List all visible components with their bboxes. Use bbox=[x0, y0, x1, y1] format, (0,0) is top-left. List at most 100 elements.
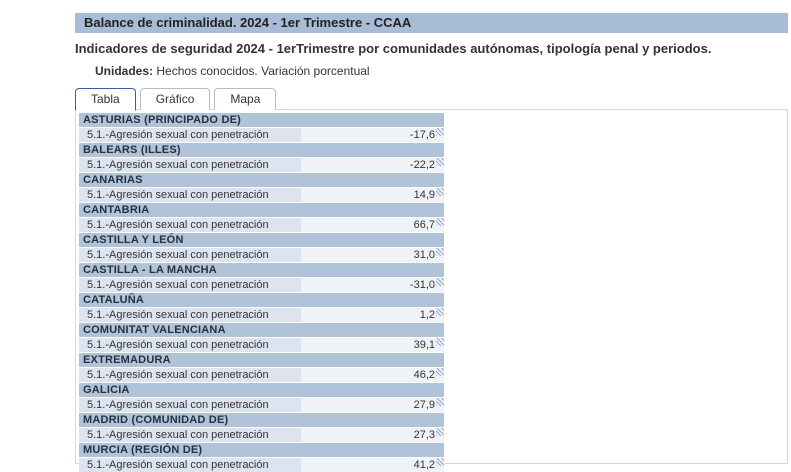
indicator-value: 31,0 bbox=[413, 249, 435, 261]
units-line: Unidades: Hechos conocidos. Variación po… bbox=[95, 64, 788, 78]
region-name: CASTILLA Y LEÓN bbox=[83, 234, 184, 246]
data-table: ASTURIAS (PRINCIPADO DE) 5.1.-Agresión s… bbox=[79, 113, 444, 472]
region-block: EXTREMADURA 5.1.-Agresión sexual con pen… bbox=[79, 353, 444, 382]
tab[interactable]: Mapa bbox=[214, 88, 277, 110]
region-name: MURCIA (REGIÓN DE) bbox=[83, 444, 203, 456]
note-hatch-icon bbox=[436, 398, 444, 406]
indicator-label: 5.1.-Agresión sexual con penetración bbox=[79, 338, 301, 352]
indicator-value: 41,2 bbox=[413, 459, 435, 471]
indicator-row[interactable]: 5.1.-Agresión sexual con penetración 31,… bbox=[79, 248, 444, 262]
region-block: COMUNITAT VALENCIANA 5.1.-Agresión sexua… bbox=[79, 323, 444, 352]
region-header-row: CASTILLA - LA MANCHA bbox=[79, 263, 444, 277]
indicator-value-cell[interactable]: 27,9 bbox=[301, 398, 444, 412]
indicator-value: 46,2 bbox=[413, 369, 435, 381]
note-hatch-icon bbox=[436, 338, 444, 346]
region-block: CANARIAS 5.1.-Agresión sexual con penetr… bbox=[79, 173, 444, 202]
tab-bar: Tabla Gráfico Mapa bbox=[75, 88, 788, 111]
indicator-value: -17,6 bbox=[409, 129, 435, 141]
note-hatch-icon bbox=[436, 128, 444, 136]
indicator-row[interactable]: 5.1.-Agresión sexual con penetración 14,… bbox=[79, 188, 444, 202]
indicator-value-cell[interactable]: 1,2 bbox=[301, 308, 444, 322]
region-name: CASTILLA - LA MANCHA bbox=[83, 264, 217, 276]
indicator-label: 5.1.-Agresión sexual con penetración bbox=[79, 128, 301, 142]
indicator-value: 14,9 bbox=[413, 189, 435, 201]
indicator-row[interactable]: 5.1.-Agresión sexual con penetración 39,… bbox=[79, 338, 444, 352]
indicator-value-cell[interactable]: 31,0 bbox=[301, 248, 444, 262]
indicator-row[interactable]: 5.1.-Agresión sexual con penetración 41,… bbox=[79, 458, 444, 472]
indicator-value-cell[interactable]: 66,7 bbox=[301, 218, 444, 232]
region-name: COMUNITAT VALENCIANA bbox=[83, 324, 226, 336]
indicator-label: 5.1.-Agresión sexual con penetración bbox=[79, 278, 301, 292]
indicator-value-cell[interactable]: 39,1 bbox=[301, 338, 444, 352]
region-block: CASTILLA Y LEÓN 5.1.-Agresión sexual con… bbox=[79, 233, 444, 262]
indicator-value-cell[interactable]: 46,2 bbox=[301, 368, 444, 382]
indicator-value-cell[interactable]: 14,9 bbox=[301, 188, 444, 202]
tab-content-panel: ASTURIAS (PRINCIPADO DE) 5.1.-Agresión s… bbox=[75, 109, 788, 472]
region-header-row: BALEARS (ILLES) bbox=[79, 143, 444, 157]
note-hatch-icon bbox=[436, 458, 444, 466]
region-block: CANTABRIA 5.1.-Agresión sexual con penet… bbox=[79, 203, 444, 232]
region-block: MURCIA (REGIÓN DE) 5.1.-Agresión sexual … bbox=[79, 443, 444, 472]
indicator-row[interactable]: 5.1.-Agresión sexual con penetración 46,… bbox=[79, 368, 444, 382]
note-hatch-icon bbox=[436, 218, 444, 226]
note-hatch-icon bbox=[436, 248, 444, 256]
region-block: ASTURIAS (PRINCIPADO DE) 5.1.-Agresión s… bbox=[79, 113, 444, 142]
indicator-row[interactable]: 5.1.-Agresión sexual con penetración 27,… bbox=[79, 428, 444, 442]
indicator-row[interactable]: 5.1.-Agresión sexual con penetración 1,2 bbox=[79, 308, 444, 322]
indicator-value-cell[interactable]: 41,2 bbox=[301, 458, 444, 472]
indicator-label: 5.1.-Agresión sexual con penetración bbox=[79, 458, 301, 472]
note-hatch-icon bbox=[436, 308, 444, 316]
region-name: BALEARS (ILLES) bbox=[83, 144, 181, 156]
indicator-value: 39,1 bbox=[413, 339, 435, 351]
tab[interactable]: Gráfico bbox=[139, 88, 211, 110]
region-name: GALICIA bbox=[83, 384, 130, 396]
indicator-row[interactable]: 5.1.-Agresión sexual con penetración -31… bbox=[79, 278, 444, 292]
indicator-row[interactable]: 5.1.-Agresión sexual con penetración 27,… bbox=[79, 398, 444, 412]
indicator-value-cell[interactable]: -22,2 bbox=[301, 158, 444, 172]
indicator-value-cell[interactable]: -31,0 bbox=[301, 278, 444, 292]
region-header-row: GALICIA bbox=[79, 383, 444, 397]
indicator-label: 5.1.-Agresión sexual con penetración bbox=[79, 368, 301, 382]
region-header-row: COMUNITAT VALENCIANA bbox=[79, 323, 444, 337]
region-name: CANARIAS bbox=[83, 174, 143, 186]
region-header-row: CATALUÑA bbox=[79, 293, 444, 307]
indicator-label: 5.1.-Agresión sexual con penetración bbox=[79, 308, 301, 322]
indicator-value: -31,0 bbox=[409, 279, 435, 291]
indicator-label: 5.1.-Agresión sexual con penetración bbox=[79, 428, 301, 442]
tab[interactable]: Tabla bbox=[75, 88, 136, 111]
region-name: CANTABRIA bbox=[83, 204, 150, 216]
indicator-row[interactable]: 5.1.-Agresión sexual con penetración -22… bbox=[79, 158, 444, 172]
indicator-value-cell[interactable]: 27,3 bbox=[301, 428, 444, 442]
region-header-row: MADRID (COMUNIDAD DE) bbox=[79, 413, 444, 427]
indicator-label: 5.1.-Agresión sexual con penetración bbox=[79, 248, 301, 262]
note-hatch-icon bbox=[436, 368, 444, 376]
indicator-label: 5.1.-Agresión sexual con penetración bbox=[79, 188, 301, 202]
region-block: MADRID (COMUNIDAD DE) 5.1.-Agresión sexu… bbox=[79, 413, 444, 442]
indicator-value-cell[interactable]: -17,6 bbox=[301, 128, 444, 142]
indicator-value: 27,9 bbox=[413, 399, 435, 411]
report-subtitle: Indicadores de seguridad 2024 - 1erTrime… bbox=[75, 41, 712, 56]
indicator-value: 27,3 bbox=[413, 429, 435, 441]
region-name: ASTURIAS (PRINCIPADO DE) bbox=[83, 114, 241, 126]
note-hatch-icon bbox=[436, 428, 444, 436]
units-label: Unidades: bbox=[95, 64, 154, 78]
region-header-row: CANARIAS bbox=[79, 173, 444, 187]
region-name: EXTREMADURA bbox=[83, 354, 171, 366]
indicator-value: 1,2 bbox=[419, 309, 435, 321]
region-name: MADRID (COMUNIDAD DE) bbox=[83, 414, 229, 426]
page-title: Balance de criminalidad. 2024 - 1er Trim… bbox=[75, 13, 788, 33]
indicator-value: 66,7 bbox=[413, 219, 435, 231]
region-header-row: MURCIA (REGIÓN DE) bbox=[79, 443, 444, 457]
indicator-row[interactable]: 5.1.-Agresión sexual con penetración -17… bbox=[79, 128, 444, 142]
indicator-value: -22,2 bbox=[409, 159, 435, 171]
note-hatch-icon bbox=[436, 188, 444, 196]
region-block: CASTILLA - LA MANCHA 5.1.-Agresión sexua… bbox=[79, 263, 444, 292]
region-name: CATALUÑA bbox=[83, 294, 145, 306]
region-header-row: CANTABRIA bbox=[79, 203, 444, 217]
indicator-row[interactable]: 5.1.-Agresión sexual con penetración 66,… bbox=[79, 218, 444, 232]
indicator-label: 5.1.-Agresión sexual con penetración bbox=[79, 398, 301, 412]
region-block: GALICIA 5.1.-Agresión sexual con penetra… bbox=[79, 383, 444, 412]
region-header-row: ASTURIAS (PRINCIPADO DE) bbox=[79, 113, 444, 127]
indicator-label: 5.1.-Agresión sexual con penetración bbox=[79, 158, 301, 172]
indicator-label: 5.1.-Agresión sexual con penetración bbox=[79, 218, 301, 232]
